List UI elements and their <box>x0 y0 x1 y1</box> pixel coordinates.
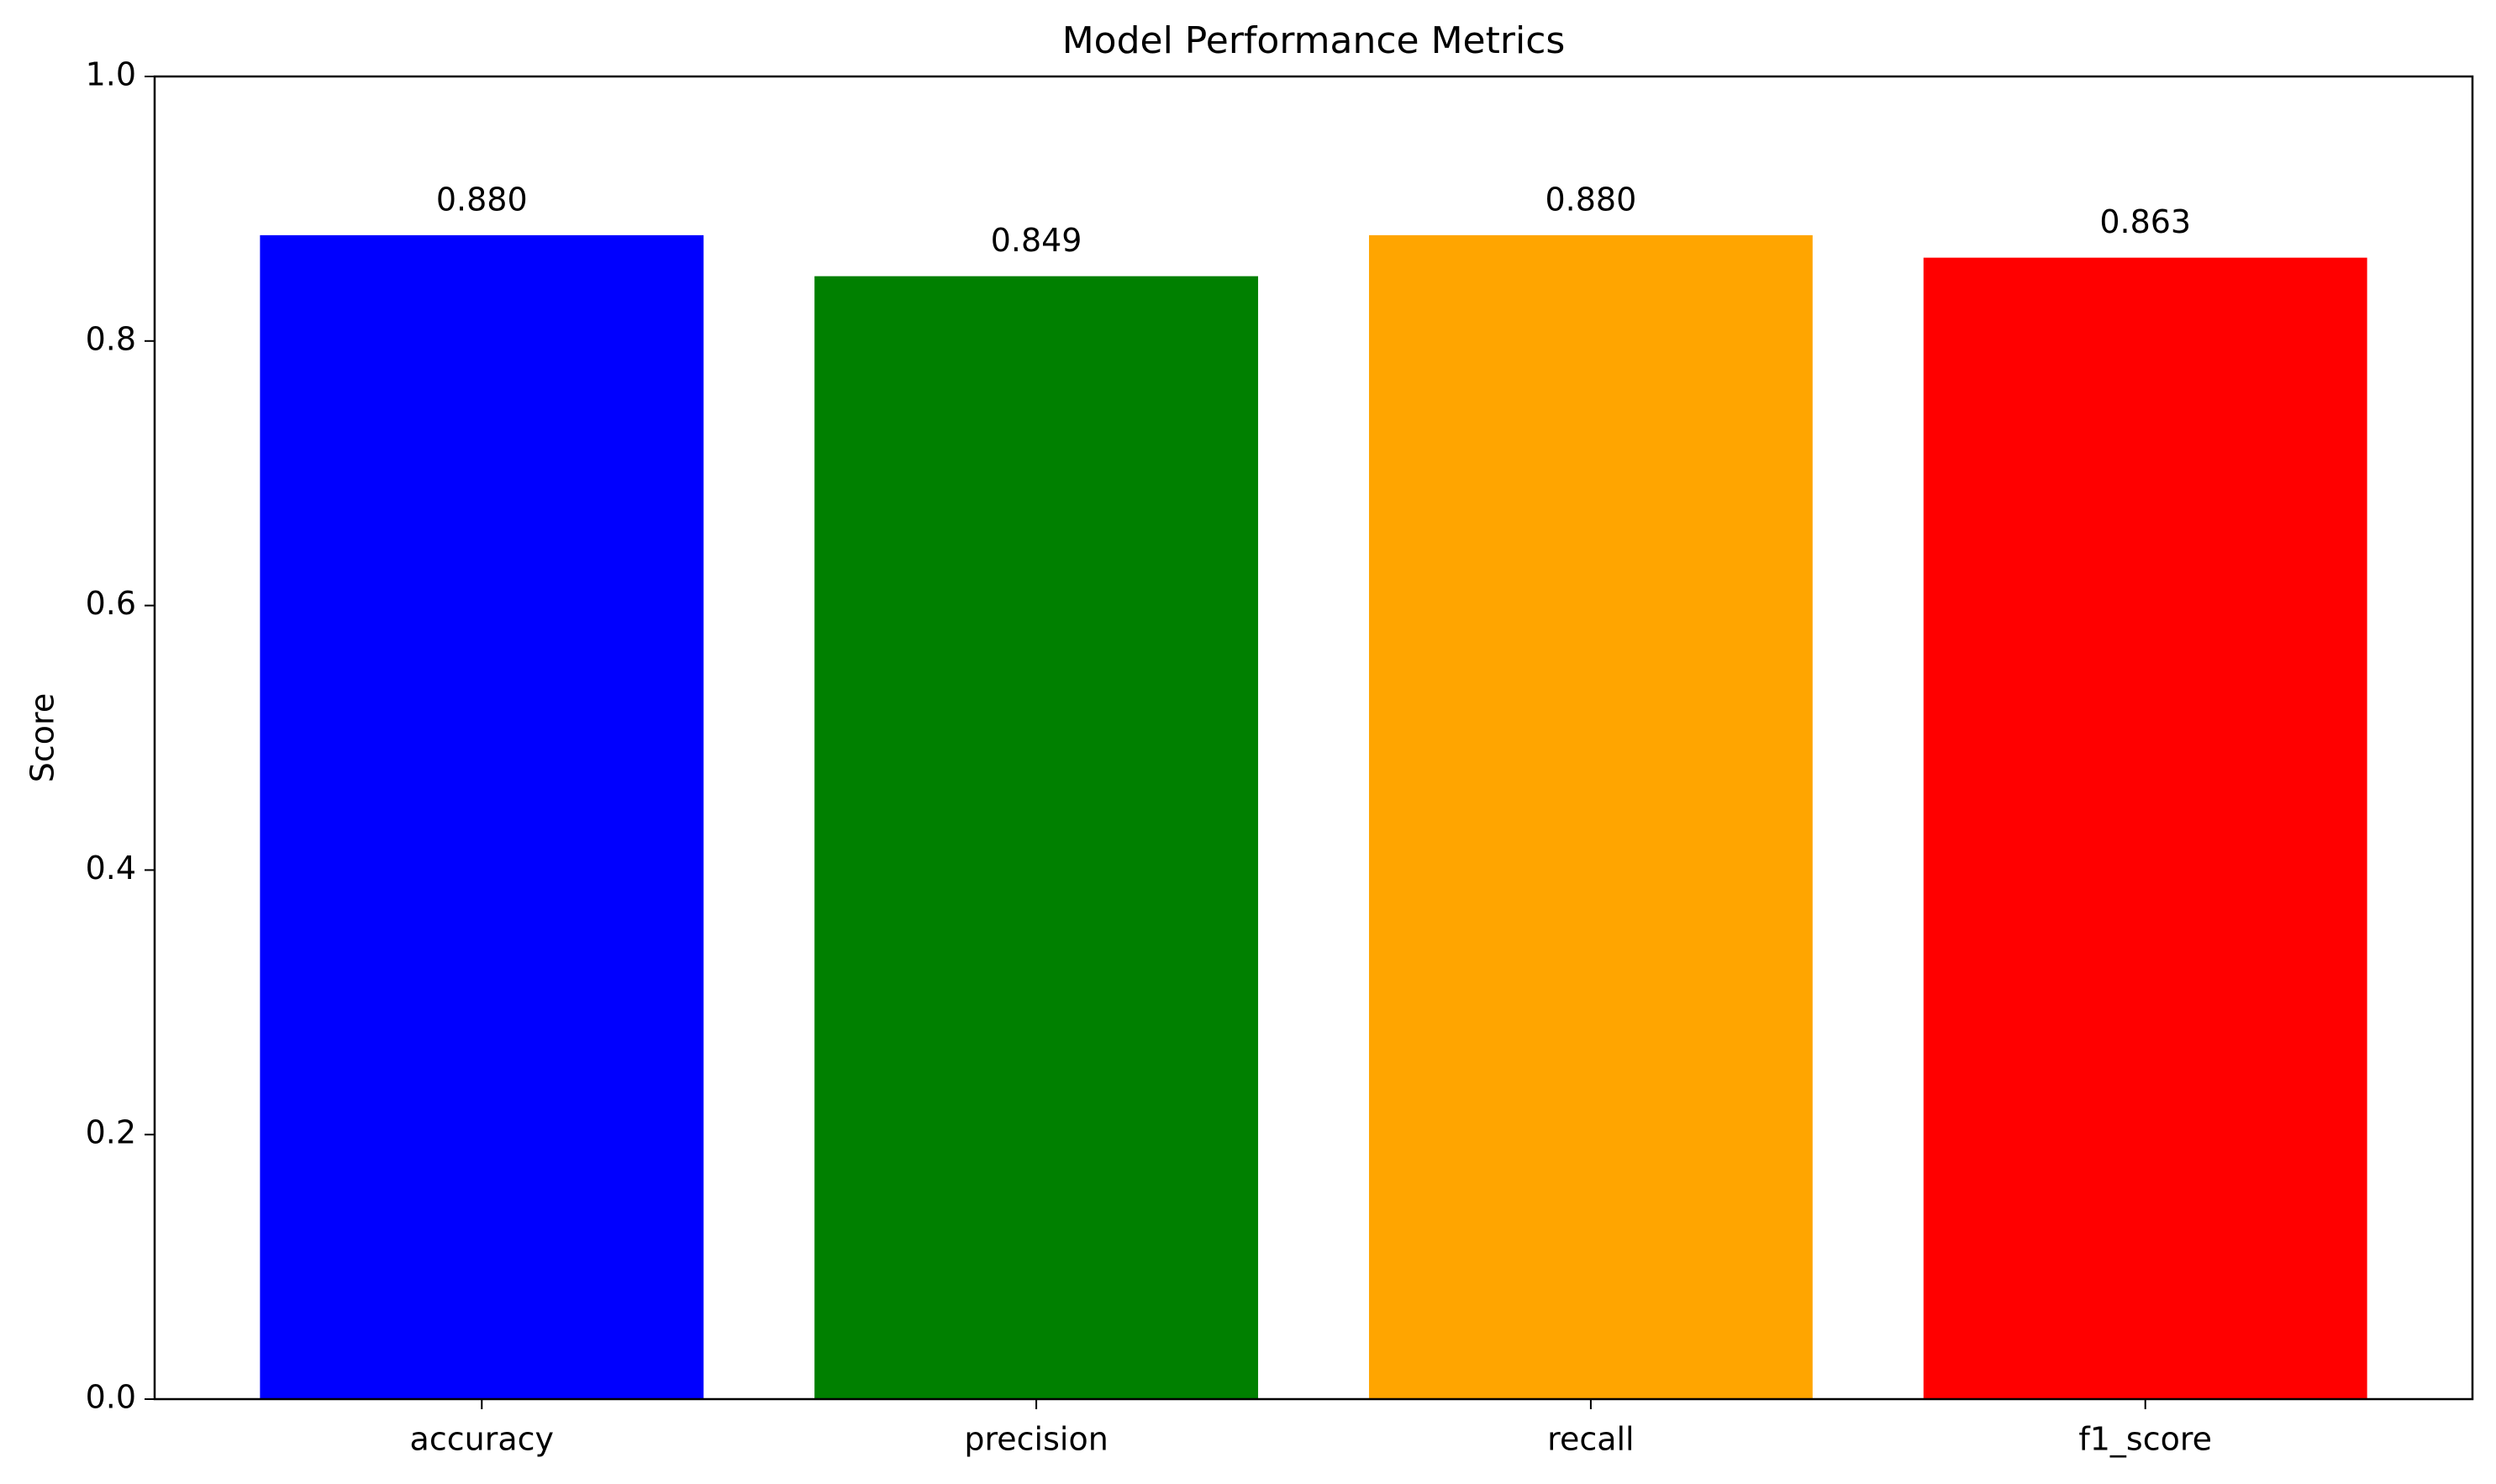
y-tick-label: 0.2 <box>86 1114 136 1151</box>
chart-title: Model Performance Metrics <box>1062 19 1566 62</box>
x-tick-label: precision <box>964 1421 1108 1458</box>
y-tick-label: 1.0 <box>86 56 136 93</box>
x-tick-label: accuracy <box>410 1421 554 1458</box>
data-label: 0.863 <box>2099 203 2191 240</box>
y-tick-label: 0.8 <box>86 320 136 357</box>
x-tick-label: recall <box>1547 1421 1634 1458</box>
y-tick-label: 0.0 <box>86 1379 136 1416</box>
y-axis-label: Score <box>24 693 61 782</box>
data-label: 0.880 <box>436 181 528 218</box>
bar <box>1923 257 2367 1400</box>
data-label: 0.880 <box>1546 181 1637 218</box>
plot-frame <box>153 75 2474 1401</box>
data-label: 0.849 <box>991 222 1082 259</box>
bar <box>260 234 704 1399</box>
bar <box>1368 234 1813 1399</box>
bar <box>814 276 1259 1399</box>
y-tick-label: 0.4 <box>86 850 136 887</box>
x-tick-label: f1_score <box>2078 1421 2212 1458</box>
y-tick-label: 0.6 <box>86 585 136 622</box>
